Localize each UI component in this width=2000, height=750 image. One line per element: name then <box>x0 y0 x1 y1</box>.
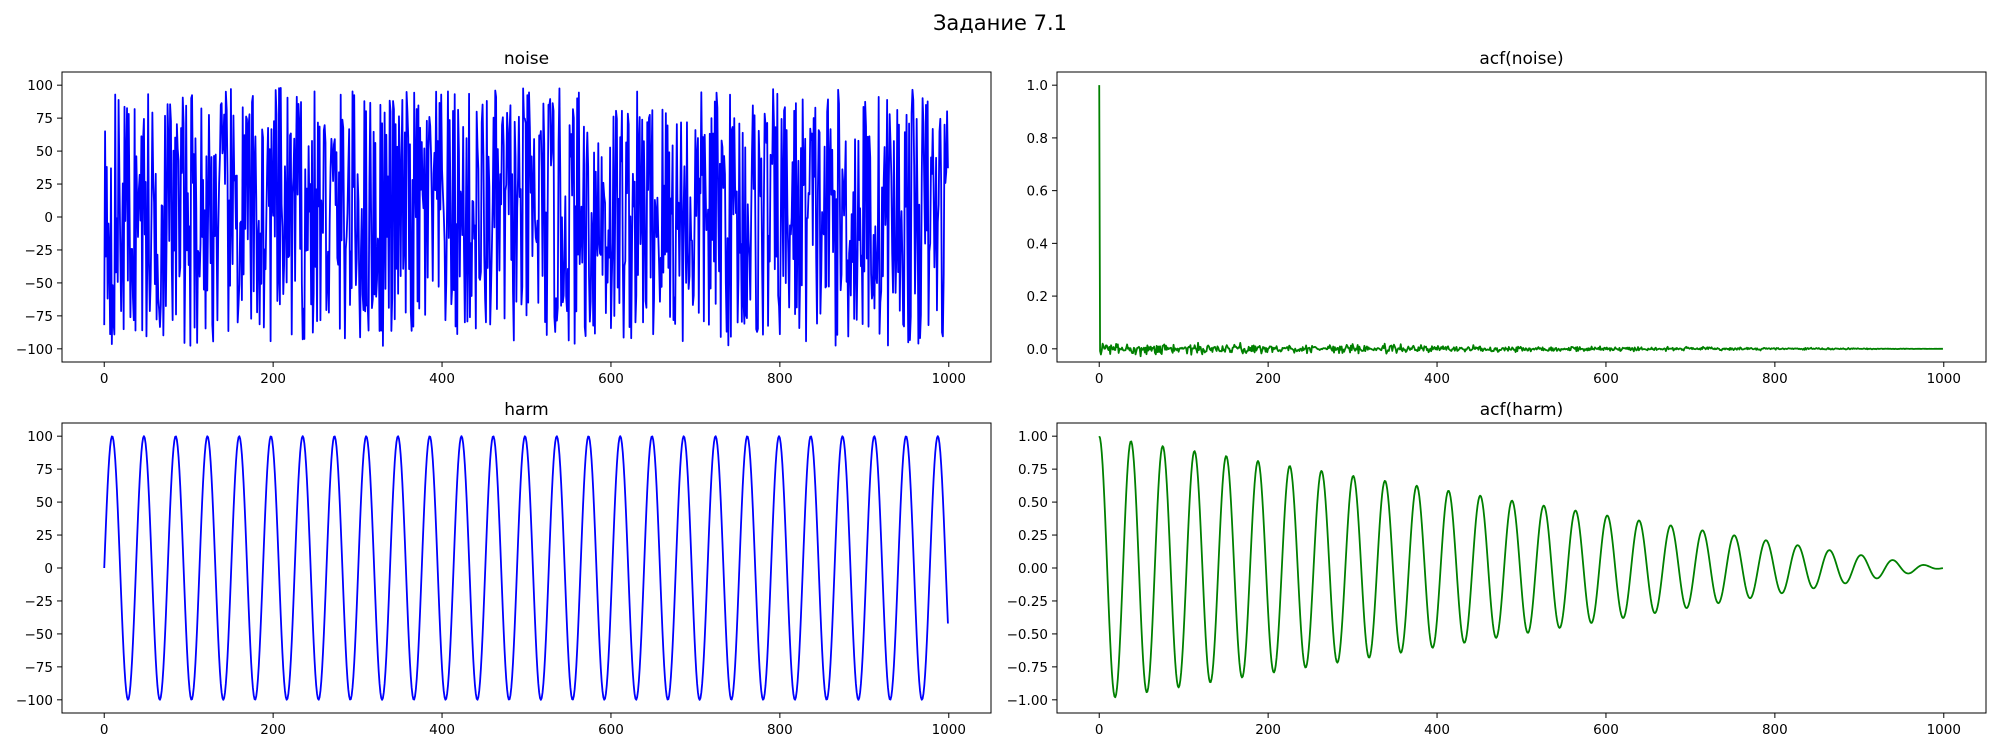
y-tick-label: −100 <box>16 693 53 709</box>
x-tick-label: 400 <box>429 722 455 738</box>
y-tick-label: 0.50 <box>1018 495 1048 511</box>
y-tick-label: −0.75 <box>1007 660 1048 676</box>
subplot-acf-harm: acf(harm) 0 200 400 600 800 1000 −1.00 −0.75 −0.5… <box>1007 400 1987 738</box>
y-tick-label: 0 <box>44 561 53 577</box>
y-tick-label: 1.0 <box>1027 78 1048 94</box>
y-tick-label: −25 <box>25 594 54 610</box>
y-tick-label: 50 <box>36 144 53 160</box>
subplot-title: noise <box>504 49 549 69</box>
x-tick-label: 400 <box>1424 371 1450 387</box>
y-tick-label: 0.2 <box>1027 289 1048 305</box>
x-tick-label: 200 <box>260 722 286 738</box>
y-tick-label: −0.50 <box>1007 627 1048 643</box>
y-tick-label: −0.25 <box>1007 594 1048 610</box>
series-line-acf-noise <box>1098 85 1943 358</box>
x-tick-label: 1000 <box>1927 371 1961 387</box>
x-tick-label: 400 <box>429 371 455 387</box>
y-tick-label: −75 <box>25 309 54 325</box>
y-tick-label: 75 <box>36 462 53 478</box>
y-tick-label: 25 <box>36 177 53 193</box>
y-tick-label: 0.4 <box>1027 236 1048 252</box>
plot-frame <box>1056 71 1987 363</box>
y-tick-label: −75 <box>25 660 54 676</box>
x-tick-label: 1000 <box>932 371 966 387</box>
y-tick-label: 0.6 <box>1027 184 1048 200</box>
y-tick-label: −50 <box>25 276 54 292</box>
figure-title: Задание 7.1 <box>933 11 1067 35</box>
x-tick-label: 0 <box>1095 722 1104 738</box>
x-tick-label: 600 <box>598 371 624 387</box>
series-line-noise <box>103 87 949 347</box>
y-tick-label: 100 <box>27 78 53 94</box>
y-tick-label: −50 <box>25 627 54 643</box>
x-tick-label: 400 <box>1424 722 1450 738</box>
y-tick-label: 0 <box>44 210 53 226</box>
x-tick-label: 600 <box>1593 722 1619 738</box>
y-tick-label: 0.25 <box>1018 528 1048 544</box>
y-tick-label: 25 <box>36 528 53 544</box>
y-tick-label: 1.00 <box>1018 429 1048 445</box>
y-tick-label: −25 <box>25 243 54 259</box>
x-tick-label: 800 <box>1762 722 1788 738</box>
y-tick-label: 0.75 <box>1018 462 1048 478</box>
x-tick-label: 200 <box>1255 371 1281 387</box>
x-tick-label: 1000 <box>932 722 966 738</box>
x-tick-label: 600 <box>598 722 624 738</box>
subplot-title: acf(noise) <box>1479 49 1563 69</box>
x-tick-label: 200 <box>1255 722 1281 738</box>
x-tick-label: 200 <box>260 371 286 387</box>
y-tick-label: 0.0 <box>1027 342 1048 358</box>
y-tick-label: 0.8 <box>1027 131 1048 147</box>
y-tick-label: 75 <box>36 111 53 127</box>
plot-frame <box>61 422 992 714</box>
subplot-noise: noise 0 200 400 600 800 1000 −100 −75 −50 −25 0 25 50… <box>16 49 992 387</box>
subplot-title: acf(harm) <box>1480 400 1563 420</box>
x-tick-label: 600 <box>1593 371 1619 387</box>
subplot-acf-noise: acf(noise) 0 200 400 600 800 1000 0.0 0.2 0.4 0.6 0… <box>1027 49 1987 387</box>
subplot-harm: harm 0 200 400 600 800 1000 −100 −75 −50 −25 0 25 50 7… <box>16 400 992 738</box>
y-tick-label: −100 <box>16 342 53 358</box>
series-line-acf-harm <box>1098 435 1944 699</box>
x-tick-label: 0 <box>100 722 109 738</box>
y-tick-label: 50 <box>36 495 53 511</box>
y-tick-label: 100 <box>27 429 53 445</box>
x-tick-label: 0 <box>100 371 109 387</box>
x-tick-label: 800 <box>767 722 793 738</box>
series-line-harm <box>103 435 949 701</box>
x-tick-label: 800 <box>1762 371 1788 387</box>
subplot-title: harm <box>504 400 548 420</box>
x-tick-label: 0 <box>1095 371 1104 387</box>
y-tick-label: 0.00 <box>1018 561 1048 577</box>
x-tick-label: 1000 <box>1927 722 1961 738</box>
y-tick-label: −1.00 <box>1007 693 1048 709</box>
x-tick-label: 800 <box>767 371 793 387</box>
